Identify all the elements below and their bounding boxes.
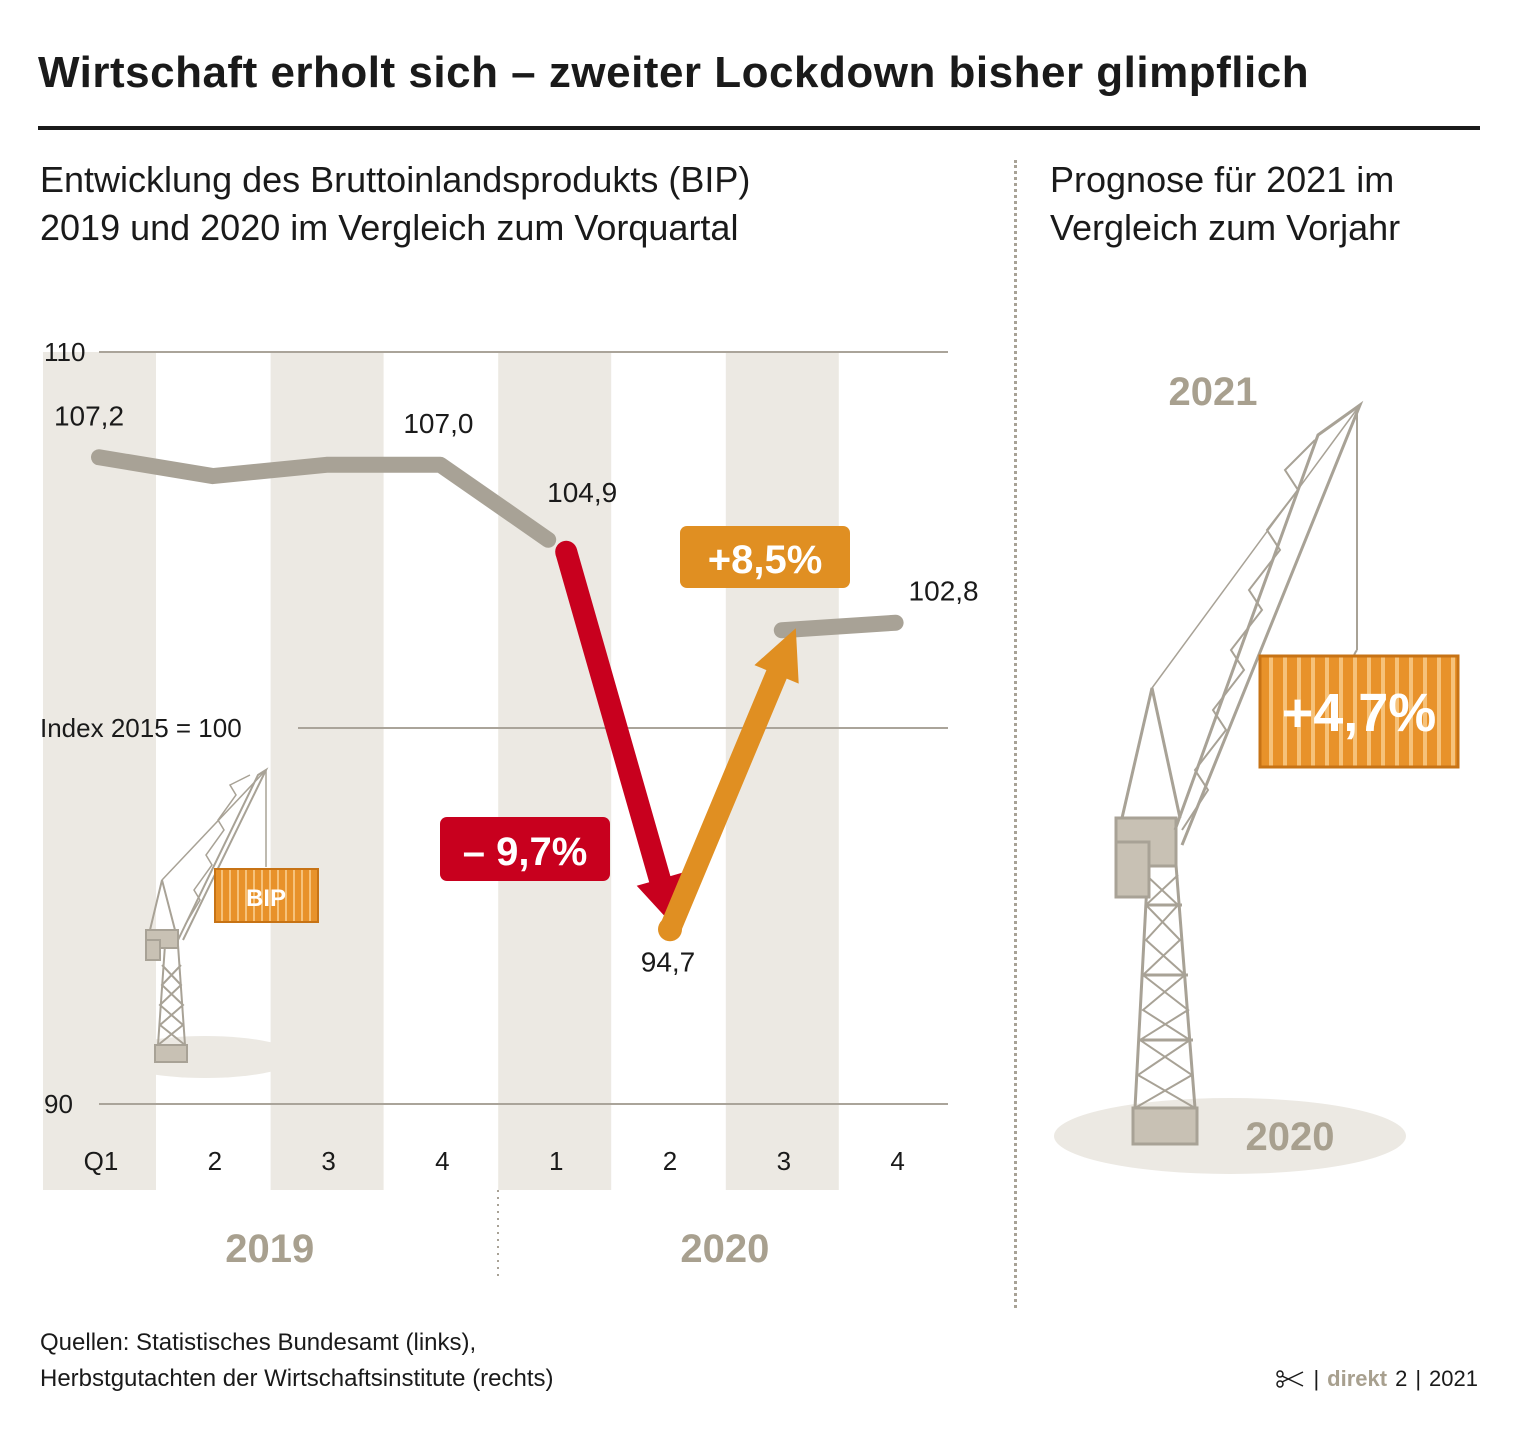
source-line-1: Quellen: Statistisches Bundesamt (links)… bbox=[40, 1329, 477, 1356]
subtitle-left-line-2: 2019 und 2020 im Vergleich zum Vorquarta… bbox=[40, 207, 739, 248]
data-point bbox=[553, 543, 555, 545]
gdp-line-2020-q3-q4 bbox=[773, 614, 904, 639]
category-label: 3 bbox=[777, 1146, 791, 1176]
crane-small-illustration bbox=[113, 767, 297, 1078]
chart-title: Wirtschaft erholt sich – zweiter Lockdow… bbox=[38, 48, 1310, 97]
point-label: 107,2 bbox=[54, 400, 124, 431]
year-label: 2019 bbox=[225, 1227, 314, 1271]
data-point bbox=[895, 622, 897, 624]
point-label: 102,8 bbox=[909, 576, 979, 607]
data-point bbox=[326, 464, 328, 466]
magazine-name: direkt bbox=[1327, 1366, 1388, 1391]
forecast-value-label: +4,7% bbox=[1282, 683, 1437, 743]
point-label: 107,0 bbox=[403, 408, 473, 439]
reference-label: Index 2015 = 100 bbox=[40, 713, 242, 743]
quarter-bands bbox=[43, 352, 839, 1190]
source-line-2: Herbstgutachten der Wirtschaftsinstitute… bbox=[40, 1365, 554, 1392]
brand-separator: | bbox=[1415, 1366, 1422, 1391]
category-label: 3 bbox=[321, 1146, 335, 1176]
category-label: 2 bbox=[208, 1146, 222, 1176]
y-tick-labels: 110 90 bbox=[44, 337, 85, 1119]
subtitle-left-line-1: Entwicklung des Bruttoinlandsprodukts (B… bbox=[40, 159, 751, 200]
issue-number: 2 bbox=[1395, 1366, 1408, 1391]
crane-large-illustration bbox=[1054, 400, 1406, 1174]
category-label: 4 bbox=[890, 1146, 904, 1176]
category-labels: Q1 2 3 4 1 2 3 4 bbox=[84, 1146, 905, 1176]
point-labels: 107,2 107,0 104,9 94,7 102,8 bbox=[54, 400, 979, 977]
subtitle-left: Entwicklung des Bruttoinlandsprodukts (B… bbox=[40, 156, 750, 252]
rise-annotation-box: +8,5% bbox=[680, 526, 850, 588]
subtitle-right: Prognose für 2021 im Vergleich zum Vorja… bbox=[1050, 156, 1400, 252]
rise-annotation-label: +8,5% bbox=[708, 538, 823, 582]
point-label: 104,9 bbox=[547, 477, 617, 508]
data-point bbox=[98, 456, 100, 458]
scissors-icon bbox=[1276, 1370, 1304, 1388]
data-point bbox=[212, 475, 214, 477]
subtitle-right-line-2: Vergleich zum Vorjahr bbox=[1050, 207, 1401, 248]
y-tick-label: 110 bbox=[44, 337, 85, 367]
data-point bbox=[781, 629, 783, 631]
point-label: 94,7 bbox=[641, 946, 696, 977]
category-label: 4 bbox=[435, 1146, 449, 1176]
brand-footer: | direkt 2 | 2021 bbox=[1275, 1366, 1478, 1392]
bip-container: BIP bbox=[214, 868, 319, 923]
rise-arrow bbox=[659, 628, 799, 934]
forecast-to-year: 2021 bbox=[1169, 370, 1258, 414]
quarter-band bbox=[498, 352, 612, 1190]
drop-annotation-box: – 9,7% bbox=[440, 817, 610, 881]
source-note: Quellen: Statistisches Bundesamt (links)… bbox=[40, 1325, 554, 1397]
category-label: 2 bbox=[663, 1146, 677, 1176]
forecast-from-year: 2020 bbox=[1246, 1115, 1335, 1159]
subtitle-right-line-1: Prognose für 2021 im bbox=[1050, 159, 1395, 200]
forecast-container: +4,7% bbox=[1258, 654, 1460, 769]
year-label: 2020 bbox=[680, 1227, 769, 1271]
panel-divider bbox=[1014, 160, 1017, 1308]
category-label: 1 bbox=[549, 1146, 563, 1176]
drop-arrow bbox=[555, 548, 683, 926]
issue-year: 2021 bbox=[1429, 1366, 1478, 1391]
category-label: Q1 bbox=[84, 1146, 119, 1176]
title-rule bbox=[38, 126, 1480, 130]
brand-separator: | bbox=[1313, 1366, 1320, 1391]
bip-label: BIP bbox=[246, 885, 286, 912]
year-labels: 2019 2020 bbox=[225, 1227, 769, 1271]
y-tick-label: 90 bbox=[44, 1089, 73, 1119]
drop-annotation-label: – 9,7% bbox=[463, 830, 588, 874]
data-point bbox=[439, 464, 441, 466]
